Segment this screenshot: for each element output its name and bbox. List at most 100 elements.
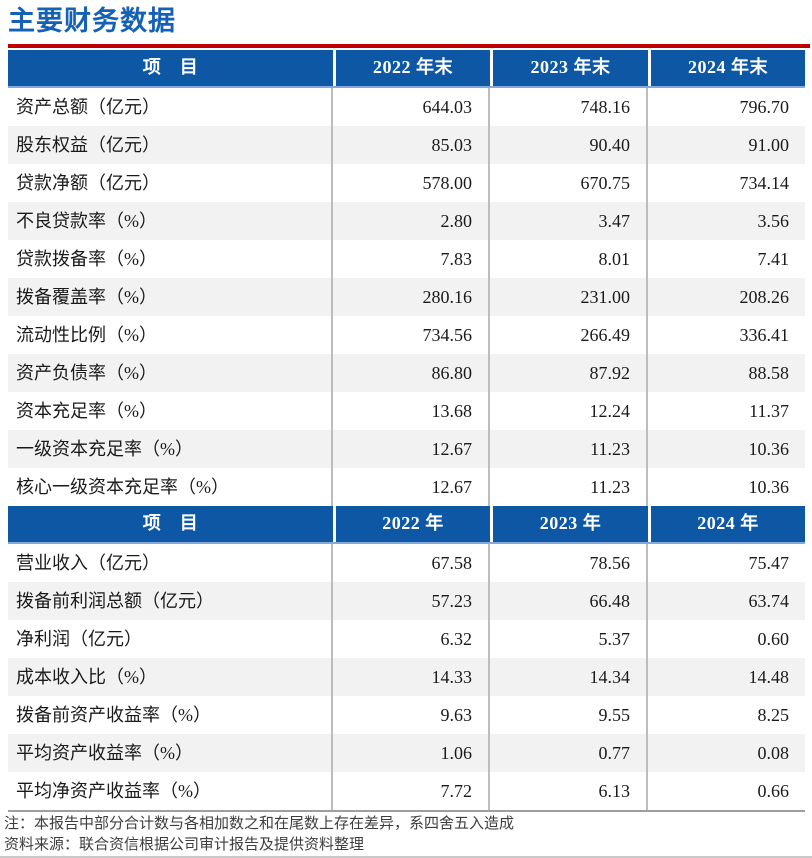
row-value-2022: 578.00 bbox=[333, 164, 490, 202]
row-value-2023: 266.49 bbox=[490, 316, 648, 354]
table-row: 拨备前利润总额（亿元） 57.23 66.48 63.74 bbox=[8, 582, 805, 620]
row-value-2023: 78.56 bbox=[490, 544, 648, 582]
row-label: 净利润（亿元） bbox=[8, 620, 333, 658]
table-row: 资产总额（亿元） 644.03 748.16 796.70 bbox=[8, 88, 805, 126]
table-row: 贷款净额（亿元） 578.00 670.75 734.14 bbox=[8, 164, 805, 202]
row-label: 股东权益（亿元） bbox=[8, 126, 333, 164]
row-label: 资本充足率（%） bbox=[8, 392, 333, 430]
row-value-2023: 231.00 bbox=[490, 278, 648, 316]
header-item-column: 项 目 bbox=[142, 513, 199, 533]
row-label: 营业收入（亿元） bbox=[8, 544, 333, 582]
row-value-2024: 10.36 bbox=[748, 439, 790, 459]
row-value-2023: 670.75 bbox=[490, 164, 648, 202]
table-row: 净利润（亿元） 6.32 5.37 0.60 bbox=[8, 620, 805, 658]
row-value-2024: 88.58 bbox=[748, 363, 790, 383]
row-label: 拨备覆盖率（%） bbox=[8, 278, 333, 316]
table-row: 资本充足率（%） 13.68 12.24 11.37 bbox=[8, 392, 805, 430]
row-value-2023: 9.55 bbox=[490, 696, 648, 734]
row-label: 平均净资产收益率（%） bbox=[8, 772, 333, 810]
row-value-2022: 7.72 bbox=[333, 772, 490, 810]
row-value-2023: 90.40 bbox=[490, 126, 648, 164]
row-label: 平均资产收益率（%） bbox=[8, 734, 333, 772]
table-row: 核心一级资本充足率（%） 12.67 11.23 10.36 bbox=[8, 468, 805, 506]
row-value-2024: 10.36 bbox=[748, 477, 790, 497]
row-value-2023: 12.24 bbox=[490, 392, 648, 430]
row-value-2022: 6.32 bbox=[333, 620, 490, 658]
title-underline-rule bbox=[8, 44, 810, 48]
row-value-2022: 14.33 bbox=[333, 658, 490, 696]
row-label: 拨备前资产收益率（%） bbox=[8, 696, 333, 734]
header-col-2024-year-end: 2024 年末 bbox=[648, 50, 805, 86]
table-row: 不良贷款率（%） 2.80 3.47 3.56 bbox=[8, 202, 805, 240]
row-value-2022: 57.23 bbox=[333, 582, 490, 620]
row-value-2024: 0.60 bbox=[757, 629, 790, 649]
row-value-2024: 91.00 bbox=[748, 135, 790, 155]
row-value-2023: 0.77 bbox=[490, 734, 648, 772]
row-value-2023: 6.13 bbox=[490, 772, 648, 810]
header-col-2023-year-end: 2023 年末 bbox=[490, 50, 648, 86]
row-value-2023: 11.23 bbox=[490, 430, 648, 468]
table-row: 营业收入（亿元） 67.58 78.56 75.47 bbox=[8, 544, 805, 582]
table-row: 贷款拨备率（%） 7.83 8.01 7.41 bbox=[8, 240, 805, 278]
row-value-2023: 66.48 bbox=[490, 582, 648, 620]
header-col-2022-year-end: 2022 年末 bbox=[333, 50, 490, 86]
row-label: 核心一级资本充足率（%） bbox=[8, 468, 333, 506]
row-value-2022: 13.68 bbox=[333, 392, 490, 430]
source-note: 资料来源：联合资信根据公司审计报告及提供资料整理 bbox=[4, 837, 365, 853]
page-title: 主要财务数据 bbox=[8, 6, 176, 36]
row-value-2022: 12.67 bbox=[333, 468, 490, 506]
row-value-2022: 280.16 bbox=[333, 278, 490, 316]
row-value-2024: 75.47 bbox=[748, 553, 790, 573]
header-col-2023-year: 2023 年 bbox=[490, 506, 648, 542]
row-value-2024: 14.48 bbox=[748, 667, 790, 687]
table-section-income: 营业收入（亿元） 67.58 78.56 75.47 拨备前利润总额（亿元） 57.23… bbox=[8, 544, 805, 810]
row-value-2023: 87.92 bbox=[490, 354, 648, 392]
row-value-2022: 1.06 bbox=[333, 734, 490, 772]
row-value-2022: 734.56 bbox=[333, 316, 490, 354]
row-value-2022: 67.58 bbox=[333, 544, 490, 582]
row-value-2023: 5.37 bbox=[490, 620, 648, 658]
row-value-2024: 208.26 bbox=[739, 287, 790, 307]
row-label: 成本收入比（%） bbox=[8, 658, 333, 696]
footnotes: 注：本报告中部分合计数与各相加数之和在尾数上存在差异，系四舍五入造成 资料来源：… bbox=[4, 814, 808, 856]
row-value-2022: 644.03 bbox=[333, 88, 490, 126]
table-header-row-period: 项 目 2022 年 2023 年 2024 年 bbox=[8, 506, 805, 544]
header-item-column: 项 目 bbox=[142, 57, 199, 77]
row-value-2024: 336.41 bbox=[739, 325, 790, 345]
table-row: 一级资本充足率（%） 12.67 11.23 10.36 bbox=[8, 430, 805, 468]
row-label: 资产总额（亿元） bbox=[8, 88, 333, 126]
table-row: 平均净资产收益率（%） 7.72 6.13 0.66 bbox=[8, 772, 805, 810]
row-value-2023: 748.16 bbox=[490, 88, 648, 126]
row-label: 贷款拨备率（%） bbox=[8, 240, 333, 278]
row-value-2022: 2.80 bbox=[333, 202, 490, 240]
table-row: 平均资产收益率（%） 1.06 0.77 0.08 bbox=[8, 734, 805, 772]
row-value-2023: 14.34 bbox=[490, 658, 648, 696]
table-row: 拨备覆盖率（%） 280.16 231.00 208.26 bbox=[8, 278, 805, 316]
table-bottom-rule bbox=[8, 810, 805, 812]
row-label: 不良贷款率（%） bbox=[8, 202, 333, 240]
row-value-2024: 7.41 bbox=[757, 249, 790, 269]
row-label: 一级资本充足率（%） bbox=[8, 430, 333, 468]
table-row: 资产负债率（%） 86.80 87.92 88.58 bbox=[8, 354, 805, 392]
row-value-2023: 11.23 bbox=[490, 468, 648, 506]
row-value-2024: 796.70 bbox=[739, 97, 790, 117]
row-value-2024: 8.25 bbox=[757, 705, 790, 725]
table-row: 拨备前资产收益率（%） 9.63 9.55 8.25 bbox=[8, 696, 805, 734]
page-bottom-rule bbox=[0, 856, 812, 858]
table-header-row-period-end: 项 目 2022 年末 2023 年末 2024 年末 bbox=[8, 50, 805, 88]
row-value-2024: 11.37 bbox=[749, 401, 789, 421]
row-value-2023: 8.01 bbox=[490, 240, 648, 278]
financial-data-table: 项 目 2022 年末 2023 年末 2024 年末 资产总额（亿元） 644.… bbox=[8, 50, 805, 812]
rounding-note: 注：本报告中部分合计数与各相加数之和在尾数上存在差异，系四舍五入造成 bbox=[4, 816, 515, 832]
row-value-2022: 9.63 bbox=[333, 696, 490, 734]
row-label: 资产负债率（%） bbox=[8, 354, 333, 392]
row-value-2022: 7.83 bbox=[333, 240, 490, 278]
row-value-2024: 0.66 bbox=[757, 781, 790, 801]
row-label: 贷款净额（亿元） bbox=[8, 164, 333, 202]
row-value-2024: 63.74 bbox=[748, 591, 790, 611]
row-value-2024: 0.08 bbox=[757, 743, 790, 763]
row-value-2022: 12.67 bbox=[333, 430, 490, 468]
row-value-2024: 3.56 bbox=[757, 211, 790, 231]
table-row: 成本收入比（%） 14.33 14.34 14.48 bbox=[8, 658, 805, 696]
